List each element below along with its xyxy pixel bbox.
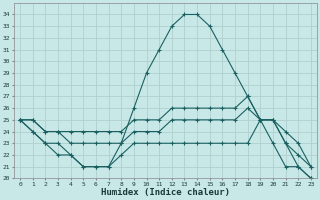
X-axis label: Humidex (Indice chaleur): Humidex (Indice chaleur) [101,188,230,197]
